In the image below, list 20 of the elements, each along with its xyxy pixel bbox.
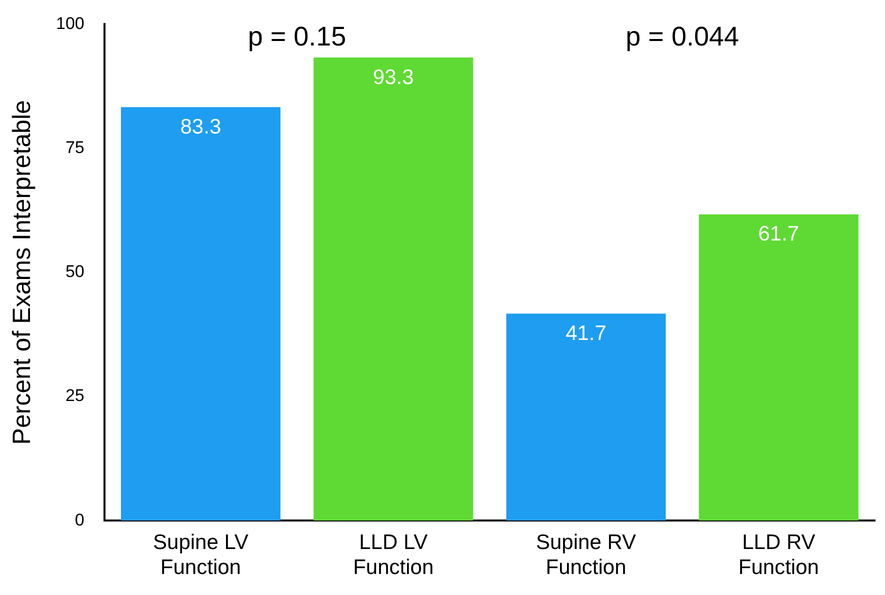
bar xyxy=(120,107,280,521)
y-tick-label: 0 xyxy=(74,510,84,530)
data-label: 83.3 xyxy=(180,115,222,138)
y-tick-label: 50 xyxy=(65,262,84,282)
data-label: 61.7 xyxy=(758,222,800,246)
y-tick-label: 75 xyxy=(65,138,84,157)
y-axis-title: Percent of Exams Interpretable xyxy=(8,100,36,445)
bar xyxy=(314,57,474,521)
x-tick-label: Supine RV Function xyxy=(536,530,636,580)
x-tick-label: LLD RV Function xyxy=(738,530,819,580)
data-label: 93.3 xyxy=(372,66,414,89)
x-tick-label: Supine LV Function xyxy=(153,530,248,580)
data-label: 41.7 xyxy=(566,322,606,345)
annotation: p = 0.15 xyxy=(248,22,346,52)
y-tick-label: 25 xyxy=(65,386,84,406)
annotation: p = 0.044 xyxy=(626,22,740,52)
bar xyxy=(698,214,858,521)
x-tick-label: LLD LV Function xyxy=(353,530,434,580)
bar xyxy=(506,314,666,521)
y-tick-label: 100 xyxy=(56,14,84,33)
